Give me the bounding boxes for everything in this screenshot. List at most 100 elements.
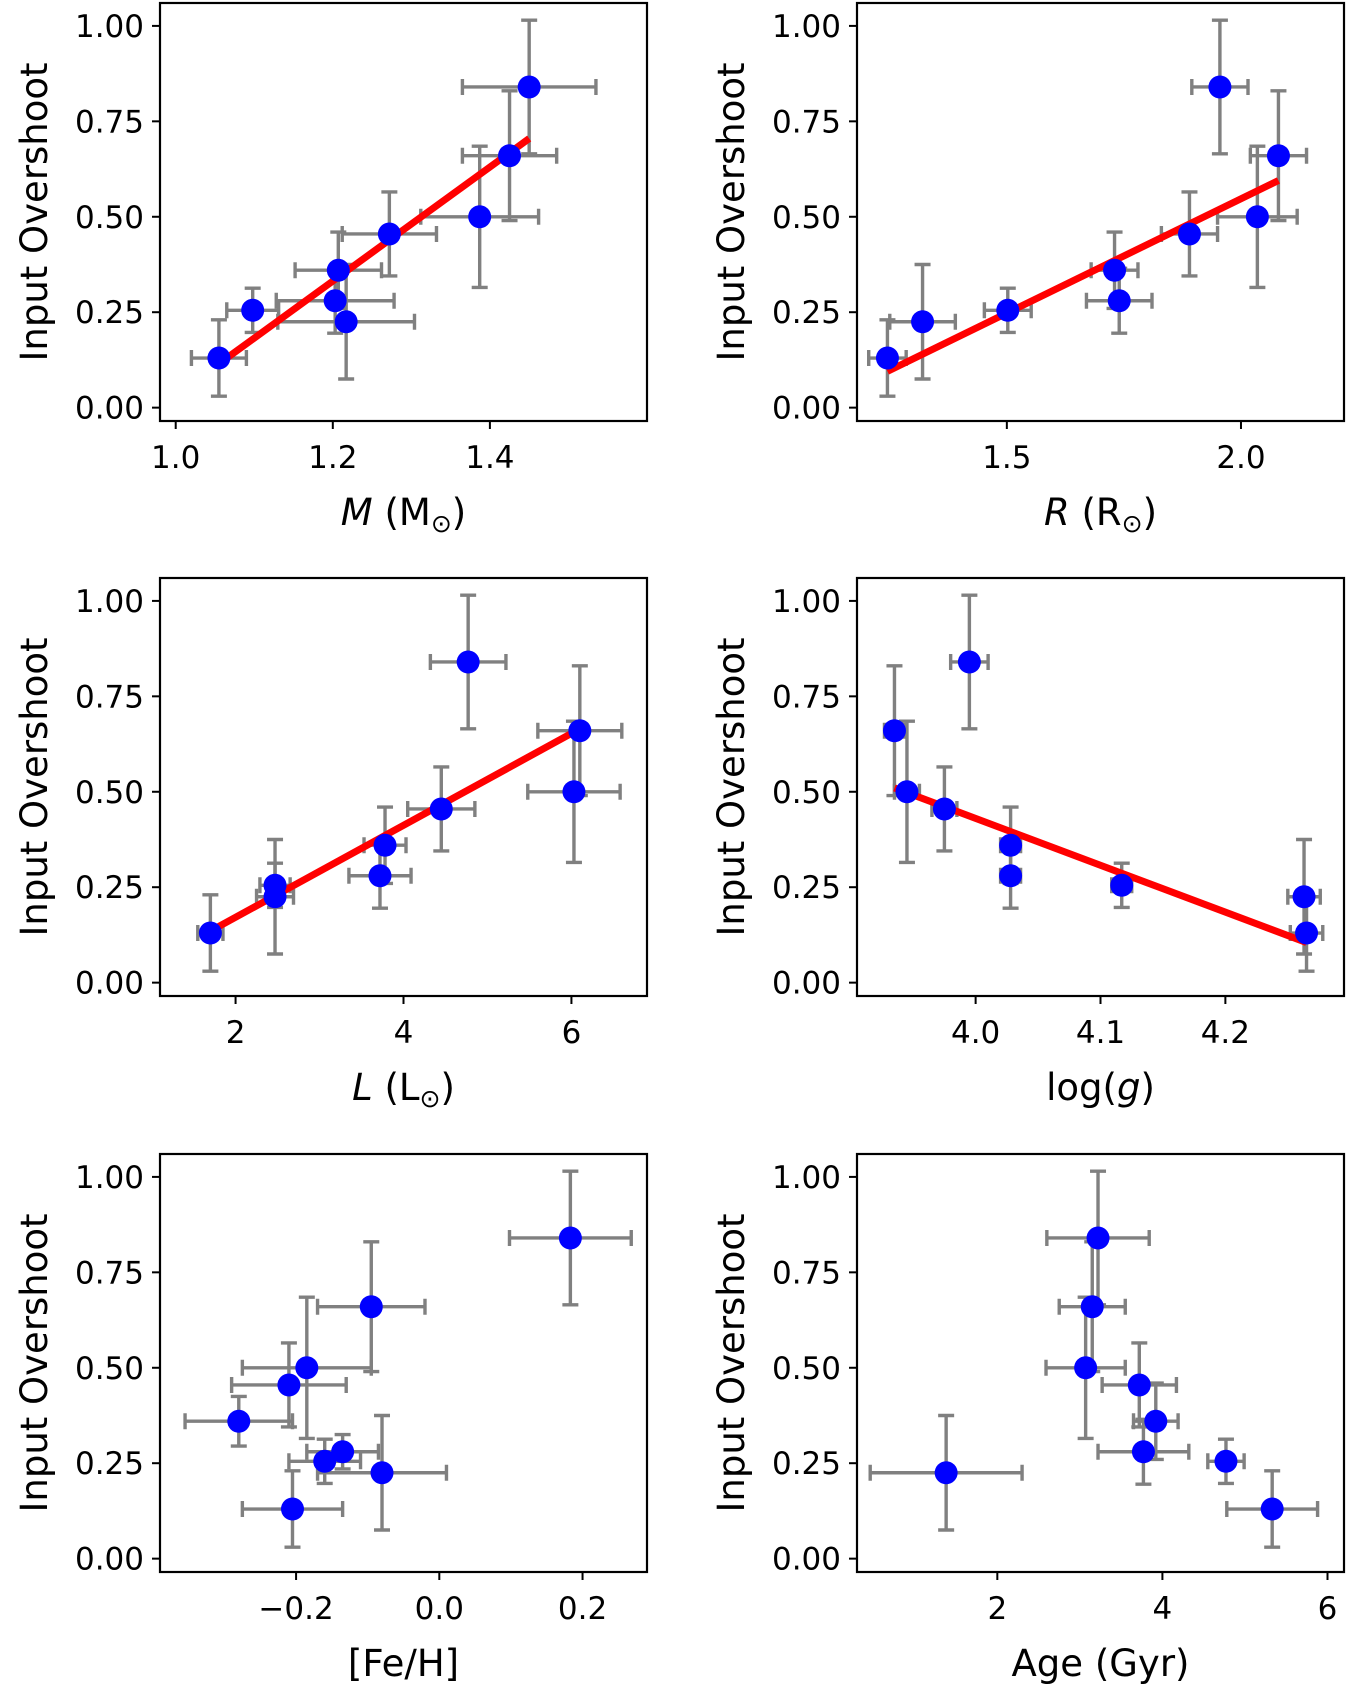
data-point-1: [934, 1461, 958, 1485]
data-point-5: [313, 1449, 337, 1473]
y-tick-label: 0.75: [75, 679, 144, 715]
plot-frame: [855, 1152, 1346, 1574]
data-point-3: [263, 873, 287, 897]
data-point-4: [957, 650, 981, 674]
x-tick-label: 2: [987, 1591, 1007, 1627]
panel-5: 0.00 0.25 0.50 0.75 1.00 −0.2 0.0 0.2 Input Over…: [13, 1152, 649, 1684]
data-point-7: [1208, 75, 1232, 99]
x-axis-label: log(g): [1046, 1066, 1155, 1109]
y-tick-label: 0.75: [75, 104, 144, 140]
data-point-6: [429, 797, 453, 821]
x-tick-label: 4: [1153, 1591, 1173, 1627]
y-tick-label: 0.00: [75, 1542, 144, 1578]
fit-line: [216, 135, 532, 367]
data-point-6: [377, 222, 401, 246]
data-point-6: [999, 864, 1023, 888]
y-tick-label: 1.00: [772, 9, 841, 45]
panel-4: 0.00 0.25 0.50 0.75 1.00 4.0 4.1 4.2 Input Overs…: [710, 576, 1346, 1109]
panel-3: 0.00 0.25 0.50 0.75 1.00 2 4 6 Input Overshoot L …: [13, 576, 649, 1113]
data-point-6: [1131, 1440, 1155, 1464]
y-tick-label: 0.00: [75, 391, 144, 427]
y-tick-label: 0.25: [772, 870, 841, 906]
y-tick-label: 0.75: [772, 679, 841, 715]
x-tick-label: 1.0: [151, 440, 200, 476]
data-point-8: [1245, 205, 1269, 229]
data-point-7: [1144, 1409, 1168, 1433]
y-tick-label: 0.25: [772, 1446, 841, 1482]
y-tick-label: 0.50: [772, 1351, 841, 1387]
data-point-8: [370, 1461, 394, 1485]
x-axis-label: [Fe/H]: [348, 1642, 459, 1684]
data-point-1: [198, 921, 222, 945]
y-tick-label: 0.00: [772, 966, 841, 1002]
x-axis-label: R (R⊙): [1044, 491, 1157, 538]
y-tick-label: 0.50: [75, 775, 144, 811]
data-point-5: [334, 310, 358, 334]
y-axis-label: Input Overshoot: [13, 62, 56, 361]
x-tick-label: 4.0: [951, 1015, 1000, 1051]
data-point-2: [1074, 1356, 1098, 1380]
plot-frame: [855, 576, 1346, 998]
y-tick-label: 0.75: [772, 1255, 841, 1291]
x-tick-label: 1.2: [308, 440, 357, 476]
y-tick-label: 0.75: [772, 104, 841, 140]
y-axis-label: Input Overshoot: [13, 1213, 56, 1512]
data-point-5: [1107, 289, 1131, 313]
data-point-2: [277, 1373, 301, 1397]
data-point-9: [517, 75, 541, 99]
data-point-6: [331, 1440, 355, 1464]
y-tick-label: 1.00: [75, 584, 144, 620]
plot-frame: [158, 576, 649, 998]
data-point-8: [1214, 1449, 1238, 1473]
data-point-7: [468, 205, 492, 229]
y-tick-label: 1.00: [75, 1160, 144, 1196]
y-tick-label: 0.25: [75, 295, 144, 331]
y-tick-label: 0.50: [772, 200, 841, 236]
data-point-9: [568, 719, 592, 743]
data-point-4: [1103, 258, 1127, 282]
data-point-1: [882, 719, 906, 743]
y-axis-label: Input Overshoot: [710, 1213, 753, 1512]
y-tick-label: 0.00: [75, 966, 144, 1002]
panel-2: 0.00 0.25 0.50 0.75 1.00 1.5 2.0 Input Overshoo…: [710, 1, 1346, 538]
x-tick-label: 6: [562, 1015, 582, 1051]
data-point-3: [996, 298, 1020, 322]
x-tick-label: 1.5: [982, 440, 1031, 476]
y-tick-label: 0.25: [75, 1446, 144, 1482]
plot-frame: [158, 1152, 649, 1574]
data-point-7: [359, 1295, 383, 1319]
x-tick-label: 2: [226, 1015, 246, 1051]
data-point-3: [932, 797, 956, 821]
data-point-4: [1086, 1226, 1110, 1250]
x-tick-label: 1.4: [465, 440, 514, 476]
data-point-7: [1110, 873, 1134, 897]
y-axis-label: Input Overshoot: [710, 62, 753, 361]
y-tick-label: 0.50: [772, 775, 841, 811]
x-tick-label: 4.1: [1076, 1015, 1125, 1051]
y-tick-label: 1.00: [772, 584, 841, 620]
data-point-9: [558, 1226, 582, 1250]
y-tick-label: 1.00: [75, 9, 144, 45]
panel-1: 0.00 0.25 0.50 0.75 1.00 1.0 1.2 1.4 Input Overs…: [13, 1, 649, 538]
data-point-4: [326, 258, 350, 282]
data-point-9: [1266, 144, 1290, 168]
y-tick-label: 0.25: [772, 295, 841, 331]
data-point-3: [323, 289, 347, 313]
y-tick-label: 0.00: [772, 391, 841, 427]
x-tick-label: 0.2: [558, 1591, 607, 1627]
y-tick-label: 0.00: [772, 1542, 841, 1578]
x-tick-label: 4.2: [1201, 1015, 1250, 1051]
fit-line: [893, 784, 1308, 946]
data-point-4: [368, 864, 392, 888]
x-tick-label: 0.0: [415, 1591, 464, 1627]
data-point-2: [911, 310, 935, 334]
x-tick-label: −0.2: [258, 1591, 333, 1627]
data-point-4: [295, 1356, 319, 1380]
data-point-5: [373, 833, 397, 857]
x-tick-label: 4: [394, 1015, 414, 1051]
data-point-1: [227, 1409, 251, 1433]
data-point-9: [1260, 1497, 1284, 1521]
plot-frame: [158, 1, 649, 423]
data-point-3: [280, 1497, 304, 1521]
